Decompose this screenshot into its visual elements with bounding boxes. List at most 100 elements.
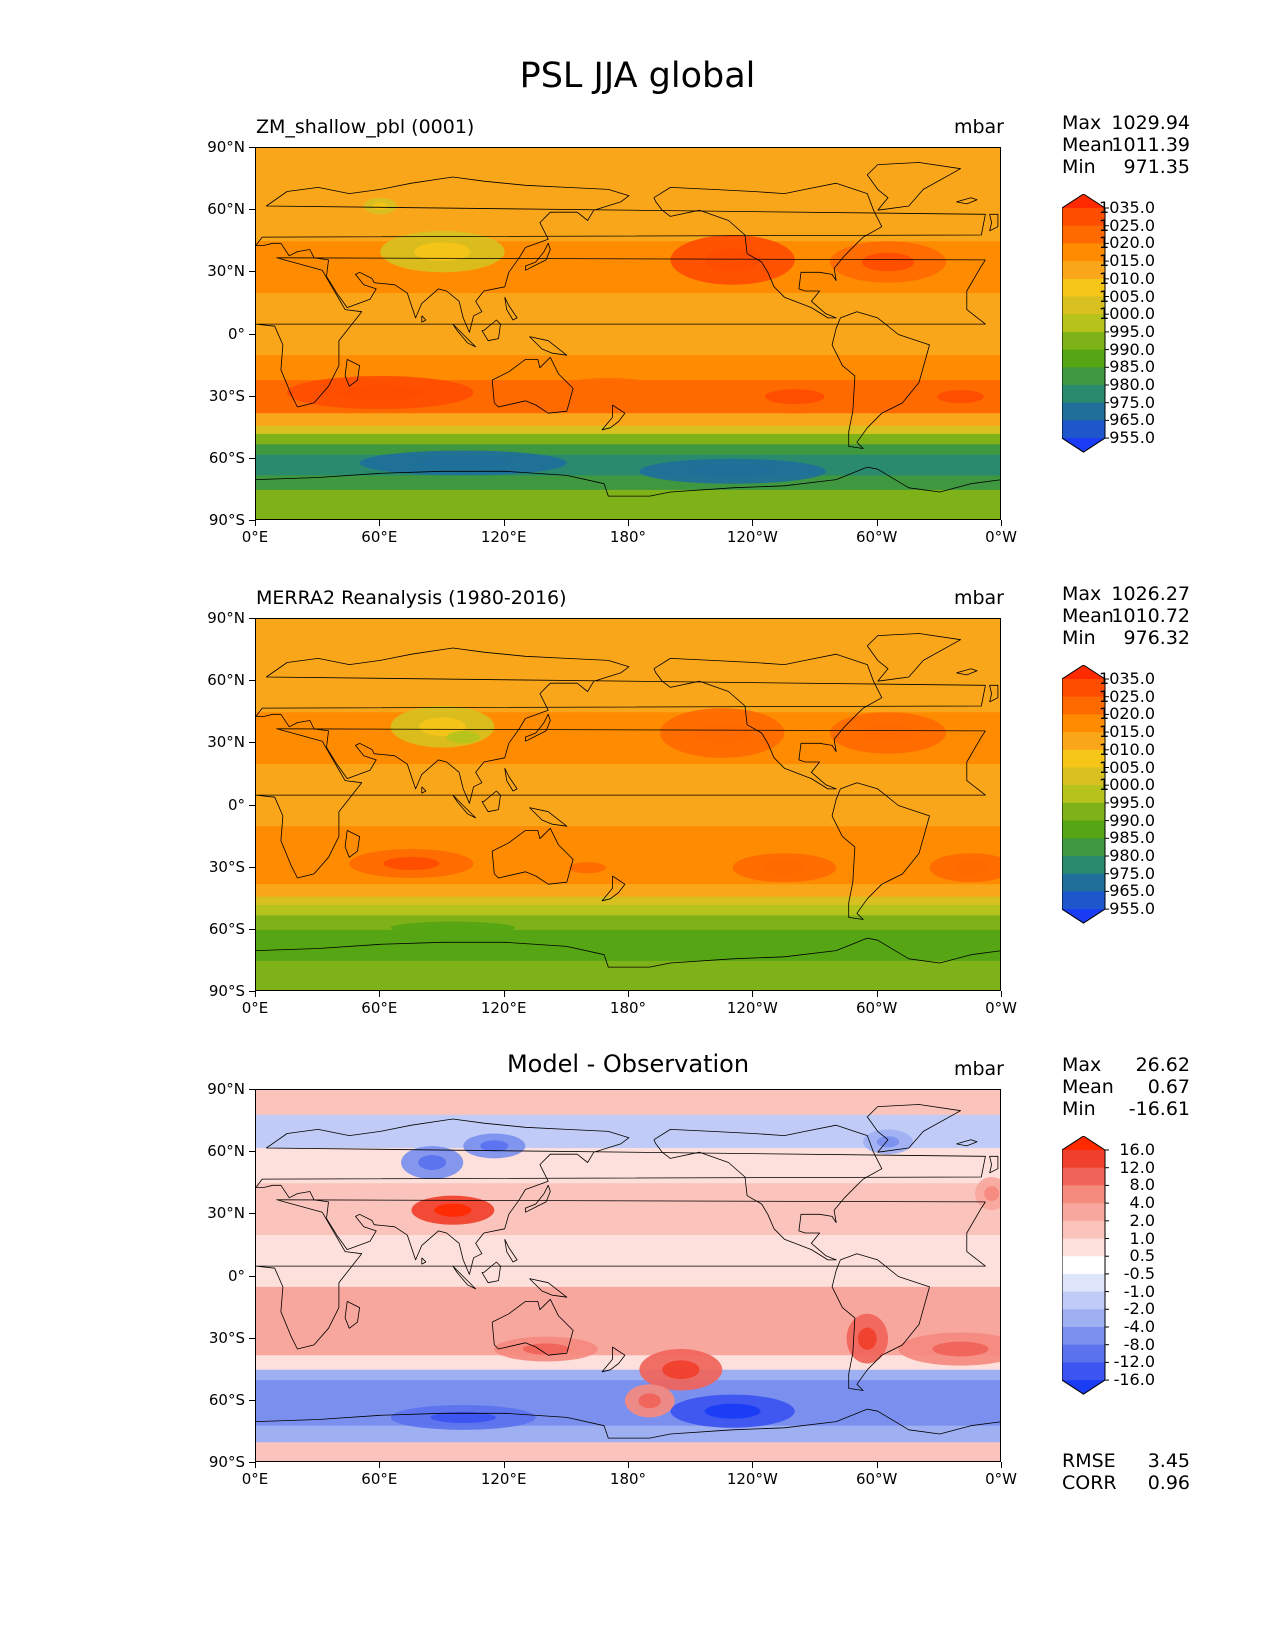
coastline bbox=[956, 668, 978, 676]
stat-min-label: Min bbox=[1062, 1098, 1096, 1120]
coastline bbox=[421, 1257, 427, 1265]
colorbar-label: 1005.0 bbox=[1099, 757, 1155, 777]
coastline bbox=[504, 1239, 518, 1263]
coastline bbox=[529, 1278, 568, 1298]
y-tick bbox=[249, 209, 255, 211]
field-core bbox=[424, 924, 481, 931]
coastline bbox=[256, 1199, 986, 1350]
field-core bbox=[984, 1186, 1000, 1202]
stat-min-label: Min bbox=[1062, 627, 1096, 649]
colorbar-label: 2.0 bbox=[1129, 1210, 1155, 1230]
y-tick bbox=[249, 271, 255, 273]
y-tick-label: 90°N bbox=[207, 1080, 245, 1098]
colorbar-extend-min bbox=[1062, 438, 1105, 453]
colorbar-swatch bbox=[1062, 1291, 1105, 1310]
colorbar-extend-max bbox=[1062, 665, 1105, 679]
colorbar-label: 980.0 bbox=[1109, 375, 1155, 394]
x-tick-label: 120°W bbox=[726, 1470, 778, 1488]
x-tick bbox=[379, 1462, 381, 1468]
y-tick-label: 0° bbox=[227, 795, 245, 814]
stat-min-value: 976.32 bbox=[1123, 627, 1190, 649]
coastline bbox=[491, 1298, 574, 1356]
field-core bbox=[764, 389, 825, 405]
stat-mean-label: Mean bbox=[1062, 1076, 1114, 1098]
colorbar-label: 8.0 bbox=[1129, 1175, 1155, 1195]
x-tick bbox=[876, 991, 878, 997]
x-tick-label: 0°W bbox=[985, 528, 1017, 546]
coastline bbox=[525, 713, 551, 742]
x-tick-label: 120°E bbox=[480, 528, 527, 546]
x-tick bbox=[1001, 520, 1002, 526]
coastline bbox=[601, 404, 626, 431]
colorbar-swatch bbox=[1062, 1203, 1105, 1222]
coastline bbox=[989, 213, 999, 232]
y-tick-label: 60°S bbox=[208, 919, 245, 938]
y-tick-label: 60°S bbox=[208, 1390, 245, 1409]
field-band bbox=[256, 896, 1000, 906]
y-tick bbox=[249, 1213, 255, 1215]
colorbar-extend-max bbox=[1062, 194, 1105, 208]
y-tick bbox=[249, 457, 255, 459]
y-tick-label: 90°S bbox=[208, 1453, 245, 1471]
field-bands bbox=[256, 1090, 1000, 1461]
coastline bbox=[831, 1253, 930, 1391]
colorbar-extend-min bbox=[1062, 1380, 1105, 1395]
colorbar-swatch bbox=[1062, 1327, 1105, 1346]
y-tick-label: 90°S bbox=[208, 982, 245, 1000]
field-core bbox=[952, 861, 990, 875]
x-tick-label: 120°W bbox=[726, 999, 778, 1017]
x-tick-label: 60°E bbox=[361, 528, 398, 546]
colorbar-label: -12.0 bbox=[1113, 1352, 1155, 1372]
colorbar-label: 1010.0 bbox=[1099, 739, 1155, 759]
colorbar-label: 975.0 bbox=[1109, 863, 1155, 883]
colorbar-swatch bbox=[1062, 296, 1105, 315]
colorbar-label: 985.0 bbox=[1109, 357, 1155, 377]
coastline bbox=[256, 1408, 1000, 1439]
colorbar-label: -16.0 bbox=[1113, 1370, 1155, 1390]
x-tick bbox=[876, 520, 878, 526]
colorbar-label: 1025.0 bbox=[1099, 686, 1155, 706]
colorbar-label: 965.0 bbox=[1109, 410, 1155, 430]
colorbar-swatch bbox=[1062, 714, 1105, 733]
field-band bbox=[256, 444, 1000, 456]
field-core bbox=[932, 1341, 989, 1357]
stat-corr-value: 0.96 bbox=[1147, 1472, 1190, 1494]
colorbar-swatch bbox=[1062, 1185, 1105, 1204]
colorbar-label: 1015.0 bbox=[1099, 251, 1155, 271]
y-tick bbox=[249, 618, 255, 619]
x-tick-label: 0°E bbox=[241, 528, 269, 546]
coastline bbox=[601, 875, 626, 902]
coastline bbox=[989, 1155, 999, 1174]
coastline bbox=[831, 311, 930, 449]
y-tick bbox=[249, 742, 255, 744]
x-tick-label: 120°E bbox=[480, 999, 527, 1017]
stat-max-value: 26.62 bbox=[1135, 1054, 1190, 1076]
y-tick-label: 30°N bbox=[207, 1204, 245, 1223]
coastline bbox=[956, 197, 978, 205]
field-band bbox=[256, 619, 1000, 651]
colorbar-label: 995.0 bbox=[1109, 321, 1155, 341]
x-tick bbox=[752, 1462, 754, 1468]
x-tick-label: 0°E bbox=[241, 1470, 269, 1488]
coastline bbox=[525, 242, 551, 271]
y-tick bbox=[249, 1089, 255, 1090]
map-svg bbox=[256, 619, 1000, 990]
stat-rmse-label: RMSE bbox=[1062, 1450, 1116, 1472]
map-svg bbox=[256, 148, 1000, 519]
colorbar-swatch bbox=[1062, 891, 1105, 910]
x-tick-label: 180° bbox=[609, 528, 647, 546]
field-core bbox=[580, 385, 637, 400]
colorbar-label: -8.0 bbox=[1123, 1334, 1155, 1354]
y-tick bbox=[249, 1337, 255, 1339]
colorbar-label: 975.0 bbox=[1109, 392, 1155, 412]
stats-box: Max 1026.27 Mean 1010.72 Min 976.32 bbox=[1062, 583, 1190, 649]
colorbar-swatch bbox=[1062, 1238, 1105, 1257]
field-band bbox=[256, 1425, 1000, 1443]
colorbar-label: 955.0 bbox=[1109, 899, 1155, 919]
field-core bbox=[434, 1203, 472, 1217]
x-tick bbox=[255, 991, 256, 997]
map-plot bbox=[255, 147, 1001, 520]
field-band bbox=[256, 1369, 1000, 1381]
coastline bbox=[256, 466, 1000, 497]
y-tick bbox=[249, 333, 255, 335]
